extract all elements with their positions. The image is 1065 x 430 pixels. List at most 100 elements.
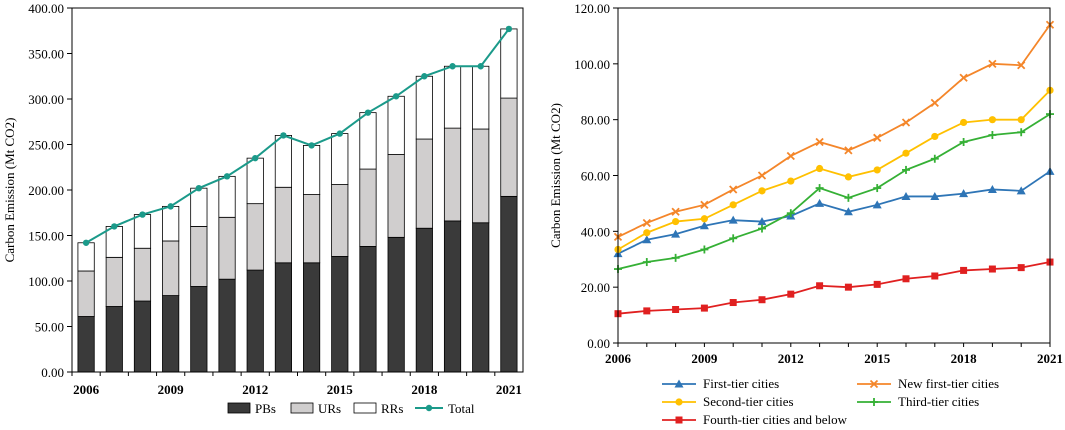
point-fourth-tier-cities-and-below-2008 xyxy=(672,306,680,313)
point-new-first-tier-cities-2012 xyxy=(786,151,795,161)
bar-pbs-2016 xyxy=(359,246,377,373)
total-point-2013 xyxy=(280,132,287,139)
y-tick-label: 150.00 xyxy=(28,229,64,244)
y-tick-label: 50.00 xyxy=(35,320,64,335)
total-point-2007 xyxy=(111,223,118,230)
legend-marker-total xyxy=(425,404,433,412)
bar-pbs-2014 xyxy=(303,262,321,373)
total-point-2021 xyxy=(505,25,513,33)
point-second-tier-cities-2010 xyxy=(729,201,737,209)
point-new-first-tier-cities-2013-b xyxy=(815,137,824,147)
point-second-tier-cities-2012 xyxy=(787,177,795,185)
point-new-first-tier-cities-2016 xyxy=(901,118,911,127)
legend-swatch-urs xyxy=(290,402,314,414)
series-first-tier-cities xyxy=(613,166,1055,258)
point-fourth-tier-cities-and-below-2017 xyxy=(931,272,939,280)
total-point-2015 xyxy=(336,130,343,137)
bar-pbs-2018 xyxy=(415,227,433,373)
bar-pbs-2008 xyxy=(133,300,152,373)
y-tick-label: 100.00 xyxy=(28,274,64,289)
point-fourth-tier-cities-and-below-2014 xyxy=(844,283,852,291)
series-fourth-tier-cities-and-below xyxy=(614,258,1054,318)
point-third-tier-cities-2016 xyxy=(902,165,910,174)
legend-label-urs: URs xyxy=(318,401,341,416)
legend-swatch-rrs xyxy=(353,402,377,414)
point-third-tier-cities-2019 xyxy=(988,131,997,140)
point-third-tier-cities-2013 xyxy=(815,184,824,193)
bar-urs-2006 xyxy=(77,270,95,317)
line-new-first-tier-cities xyxy=(617,24,1051,238)
bar-rrs-2006 xyxy=(77,242,95,272)
y-tick-label: 60.00 xyxy=(581,169,610,184)
legend-marker-third-tier-cities xyxy=(870,398,878,406)
point-second-tier-cities-2011 xyxy=(758,187,766,195)
y-tick-label: 80.00 xyxy=(581,113,610,128)
bar-rrs-2011 xyxy=(218,175,236,218)
bar-urs-2009 xyxy=(162,240,180,296)
point-new-first-tier-cities-2013 xyxy=(815,137,824,147)
legend-label-third-tier-cities: Third-tier cities xyxy=(898,394,979,409)
y-axis-label: Carbon Emission (Mt CO2) xyxy=(2,118,17,263)
x-tick-label: 2021 xyxy=(496,382,522,397)
bar-urs-2021 xyxy=(500,97,518,197)
point-first-tier-cities-2011 xyxy=(757,217,767,226)
point-fourth-tier-cities-and-below-2013 xyxy=(816,282,824,290)
point-first-tier-cities-2009 xyxy=(699,221,709,230)
legend-label-new-first-tier-cities: New first-tier cities xyxy=(898,376,999,391)
y-tick-label: 200.00 xyxy=(28,183,64,198)
bar-urs-2012 xyxy=(246,203,264,271)
bar-rrs-2019 xyxy=(443,65,462,129)
legend-marker-second-tier-cities xyxy=(675,398,683,406)
point-second-tier-cities-2016 xyxy=(902,149,910,157)
point-second-tier-cities-2009 xyxy=(700,215,709,223)
point-third-tier-cities-2009 xyxy=(700,245,709,254)
point-new-first-tier-cities-2007 xyxy=(642,218,651,228)
right-chart-lines: 0.00 20.00 40.00 60.00 80.00 100.00 120.00 2006… xyxy=(548,1,1063,427)
point-new-first-tier-cities-2008-b xyxy=(671,207,680,216)
point-fourth-tier-cities-and-below-2020 xyxy=(1017,264,1025,272)
line-fourth-tier-cities-and-below xyxy=(617,261,1051,315)
x-tick-label: 2006 xyxy=(73,382,100,397)
point-second-tier-cities-2013 xyxy=(816,164,824,173)
point-fourth-tier-cities-and-below-2019 xyxy=(988,265,996,273)
point-new-first-tier-cities-2009 xyxy=(700,200,709,209)
point-new-first-tier-cities-2019 xyxy=(988,59,997,68)
line-third-tier-cities xyxy=(617,113,1051,270)
point-second-tier-cities-2020 xyxy=(1017,116,1025,124)
point-second-tier-cities-2014 xyxy=(844,173,853,181)
bar-pbs-2019 xyxy=(443,220,462,373)
bar-urs-2018 xyxy=(415,138,433,229)
total-point-2019 xyxy=(449,63,456,70)
point-third-tier-cities-2015 xyxy=(873,184,882,193)
bar-rrs-2015 xyxy=(331,133,349,185)
series-third-tier-cities xyxy=(614,110,1054,274)
point-first-tier-cities-2017 xyxy=(930,191,940,200)
point-new-first-tier-cities-2019-b xyxy=(988,59,997,68)
point-fourth-tier-cities-and-below-2012 xyxy=(787,290,795,298)
bar-rrs-2013 xyxy=(274,134,292,188)
point-first-tier-cities-2014 xyxy=(843,207,853,216)
bar-urs-2011 xyxy=(218,216,236,280)
bar-rrs-2018 xyxy=(415,75,433,140)
bar-urs-2019 xyxy=(443,127,462,222)
point-second-tier-cities-2007 xyxy=(643,229,651,237)
total-point-2016 xyxy=(364,109,372,116)
point-new-first-tier-cities-2014-b xyxy=(844,146,853,155)
y-tick-label: 0.00 xyxy=(587,336,610,351)
point-third-tier-cities-2008 xyxy=(671,253,680,262)
total-point-2020 xyxy=(477,63,484,70)
total-point-2018 xyxy=(421,73,428,80)
point-fourth-tier-cities-and-below-2009 xyxy=(700,304,708,312)
bar-pbs-2012 xyxy=(246,269,264,373)
bar-rrs-2016 xyxy=(359,112,377,170)
legend-label-rrs: RRs xyxy=(381,401,403,416)
point-new-first-tier-cities-2015-b xyxy=(873,133,882,142)
bar-pbs-2007 xyxy=(105,306,123,373)
total-point-2008 xyxy=(139,211,146,218)
bar-urs-2013 xyxy=(274,186,292,264)
point-new-first-tier-cities-2018-b xyxy=(959,73,968,82)
point-new-first-tier-cities-2017-b xyxy=(930,98,939,108)
point-first-tier-cities-2013 xyxy=(815,198,825,207)
point-fourth-tier-cities-and-below-2015 xyxy=(873,280,881,288)
legend: First-tier cities New first-tier cities Se… xyxy=(662,376,999,427)
